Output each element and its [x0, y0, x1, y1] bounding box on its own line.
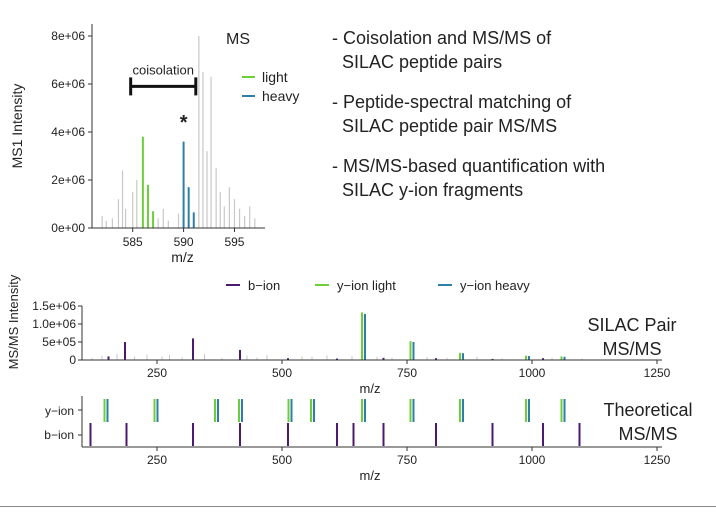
- ms1-ytick-label-4: 8e+06: [51, 29, 85, 43]
- bullet-list: - Coisolation and MS/MS of SILAC peptide…: [332, 26, 712, 218]
- msms-xlabel: m/z: [360, 381, 381, 396]
- theo-xtick-label-2: 750: [397, 453, 417, 467]
- msms-xtick-label-0: 250: [147, 366, 167, 380]
- bottom-divider: [0, 506, 716, 507]
- theo-xlabel: m/z: [360, 468, 381, 483]
- bullet-2: - Peptide-spectral matching of SILAC pep…: [332, 90, 712, 138]
- msms-xtick-label-4: 1250: [644, 366, 671, 380]
- msms-legend-2: y−ion heavy: [460, 278, 530, 293]
- msms-xtick-label-3: 1000: [519, 366, 546, 380]
- theoretical-label: Theoretical MS/MS: [588, 398, 708, 446]
- bullet-3-line-2: SILAC y-ion fragments: [332, 180, 524, 200]
- bullet-3-line-1: - MS/MS-based quantification with: [332, 156, 606, 176]
- msms-ytick-label-0: 0: [69, 353, 76, 367]
- ms1-xtick-label-1: 590: [174, 235, 194, 249]
- msms-xtick-label-1: 500: [272, 366, 292, 380]
- msms-ylabel: MS/MS Intensity: [6, 274, 21, 369]
- ms1-ytick-label-1: 2e+06: [51, 173, 85, 187]
- theoretical-label-line-2: MS/MS: [618, 424, 678, 444]
- msms-legend-1: y−ion light: [337, 278, 396, 293]
- silac-pair-label-line-2: MS/MS: [602, 339, 662, 359]
- ms1-xlabel: m/z: [171, 249, 194, 265]
- msms-ytick-label-1: 5e+05: [42, 335, 76, 349]
- theo-xtick-label-0: 250: [147, 453, 167, 467]
- ms1-title: MS: [226, 31, 250, 48]
- msms-xtick-label-2: 750: [397, 366, 417, 380]
- theo-row-label-b-ion: b−ion: [44, 428, 74, 442]
- msms-legend-0: b−ion: [248, 278, 280, 293]
- bullet-1-line-2: SILAC peptide pairs: [332, 52, 503, 72]
- msms-ytick-label-3: 1.5e+06: [32, 299, 76, 313]
- bullet-3: - MS/MS-based quantification with SILAC …: [332, 154, 712, 202]
- theo-xtick-label-3: 1000: [519, 453, 546, 467]
- msms-ytick-label-2: 1.0e+06: [32, 317, 76, 331]
- ms1-legend-heavy: heavy: [262, 88, 299, 104]
- theoretical-label-line-1: Theoretical: [603, 400, 693, 420]
- silac-pair-label-line-1: SILAC Pair: [587, 315, 677, 335]
- theo-xtick-label-4: 1250: [644, 453, 671, 467]
- ms1-xtick-label-2: 595: [224, 235, 244, 249]
- ms1-ylabel: MS1 Intensity: [9, 84, 25, 169]
- heavy-star-marker: *: [180, 112, 188, 134]
- ms1-ytick-label-0: 0e+00: [51, 221, 85, 235]
- ms1-ytick-label-2: 4e+06: [51, 125, 85, 139]
- bullet-2-line-2: SILAC peptide pair MS/MS: [332, 116, 558, 136]
- theo-xtick-label-1: 500: [272, 453, 292, 467]
- theo-row-label-y-ion: y−ion: [45, 404, 74, 418]
- bullet-1-line-1: - Coisolation and MS/MS of: [332, 28, 552, 48]
- bullet-2-line-1: - Peptide-spectral matching of: [332, 92, 572, 112]
- ms1-legend-light: light: [262, 69, 288, 85]
- silac-pair-label: SILAC Pair MS/MS: [572, 313, 692, 361]
- ms1-xtick-label-0: 585: [123, 235, 143, 249]
- ms1-ytick-label-3: 6e+06: [51, 77, 85, 91]
- coisolation-label: coisolation: [133, 62, 194, 77]
- bullet-1: - Coisolation and MS/MS of SILAC peptide…: [332, 26, 712, 74]
